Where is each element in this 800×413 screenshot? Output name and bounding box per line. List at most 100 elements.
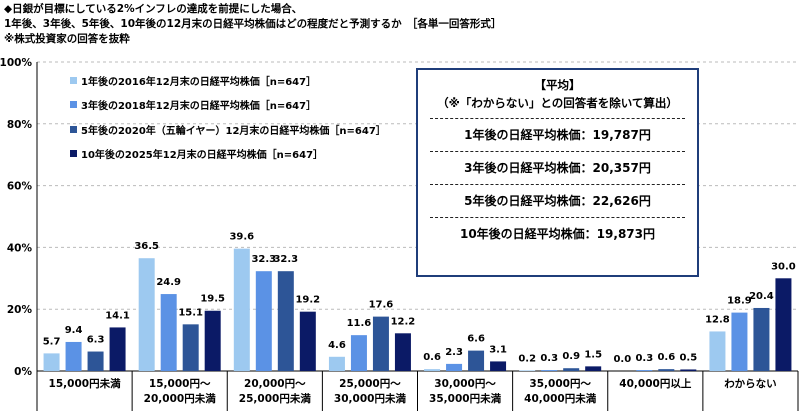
average-title: 【平均】 (534, 78, 581, 92)
average-row: 5年後の日経平均株価：22,626円 (464, 194, 651, 208)
legend-label: 10年後の2025年12月末の日経平均株価［n=647］ (81, 150, 324, 162)
header-line-2: 1年後、3年後、5年後、10年後の12月末の日経平均株価はどの程度だと予測するか… (4, 18, 502, 30)
data-label: 3.1 (489, 344, 507, 355)
bar (563, 368, 580, 371)
data-label: 0.9 (562, 351, 580, 362)
x-tick-label: 15,000円未満 (49, 377, 122, 390)
bar (709, 331, 726, 371)
bar (87, 351, 104, 371)
bar (753, 307, 770, 371)
bar (680, 369, 697, 371)
bar (138, 258, 155, 371)
data-label: 0.2 (518, 353, 536, 364)
legend-item: 10年後の2025年12月末の日経平均株価［n=647］ (70, 142, 386, 167)
bar (394, 333, 411, 371)
data-label: 32.3 (273, 254, 298, 265)
divider (430, 184, 685, 185)
x-tick-label: 25,000円～ (339, 378, 401, 390)
x-tick-label: 40,000円以上 (619, 377, 692, 390)
x-tick-label: 20,000円～ (244, 378, 306, 390)
bar (299, 311, 316, 371)
bar (636, 370, 653, 371)
bar (43, 353, 60, 371)
data-label: 5.7 (43, 336, 61, 347)
data-label: 6.3 (87, 335, 105, 346)
header-line-3: ※株式投資家の回答を抜粋 (4, 33, 130, 45)
bar (541, 370, 558, 371)
legend-item: 3年後の2018年12月末の日経平均株価［n=647］ (70, 93, 386, 118)
legend-swatch (70, 76, 77, 84)
legend-label: 5年後の2020年（五輪イヤー）12月末の日経平均株価［n=647］ (81, 125, 386, 137)
y-tick-label: 80% (7, 119, 33, 131)
x-tick-label: わからない (724, 378, 777, 390)
x-tick-label: 15,000円～ (149, 378, 211, 390)
x-tick-label: 20,000円未満 (144, 392, 217, 405)
bar (658, 369, 675, 371)
legend-swatch (70, 125, 77, 133)
data-label: 0.6 (423, 352, 441, 363)
data-label: 9.4 (65, 325, 83, 336)
data-label: 24.9 (156, 277, 181, 288)
data-label: 0.3 (635, 353, 653, 364)
average-subtitle: （※「わからない」との回答者を除いて算出） (437, 96, 678, 110)
data-label: 36.5 (134, 241, 159, 252)
x-tick-label: 35,000円未満 (429, 392, 502, 405)
data-label: 19.5 (200, 294, 225, 305)
data-label: 6.6 (467, 334, 485, 345)
bar (328, 356, 345, 371)
data-label: 39.6 (229, 232, 254, 243)
data-label: 12.8 (705, 314, 730, 325)
bar (490, 361, 507, 371)
data-label: 0.5 (679, 352, 697, 363)
bar (350, 335, 367, 371)
legend-label: 3年後の2018年12月末の日経平均株価［n=647］ (81, 101, 317, 113)
bar (182, 324, 199, 371)
bar (233, 248, 250, 371)
bar (468, 350, 485, 371)
data-label: 0.3 (540, 353, 558, 364)
bar (446, 363, 463, 371)
legend: 1年後の2016年12月末の日経平均株価［n=647］ 3年後の2018年12月… (70, 68, 386, 166)
average-row: 1年後の日経平均株価：19,787円 (464, 128, 651, 142)
legend-swatch (70, 150, 77, 158)
data-label: 12.2 (391, 316, 416, 327)
bar (204, 310, 221, 371)
bar (585, 366, 602, 371)
x-tick-label: 40,000円未満 (524, 392, 597, 405)
legend-item: 5年後の2020年（五輪イヤー）12月末の日経平均株価［n=647］ (70, 117, 386, 142)
bar (109, 327, 126, 371)
bar (424, 369, 441, 371)
bar (65, 341, 82, 371)
bar (775, 278, 792, 371)
data-label: 20.4 (749, 291, 774, 302)
legend-label: 1年後の2016年12月末の日経平均株価［n=647］ (81, 76, 317, 88)
data-label: 18.9 (727, 296, 752, 307)
data-label: 17.6 (369, 300, 394, 311)
divider (430, 151, 685, 152)
data-label: 30.0 (771, 261, 796, 272)
chart-header: ◆日銀が目標にしている2%インフレの達成を前提にした場合、 1年後、3年後、5年… (4, 2, 501, 47)
bar (372, 316, 389, 371)
divider (430, 217, 685, 218)
legend-item: 1年後の2016年12月末の日経平均株価［n=647］ (70, 68, 386, 93)
average-row: 3年後の日経平均株価：20,357円 (464, 161, 651, 175)
legend-swatch (70, 101, 77, 109)
y-tick-label: 40% (7, 242, 33, 254)
x-tick-label: 25,000円未満 (239, 392, 312, 405)
x-tick-label: 30,000円未満 (334, 392, 407, 405)
y-tick-label: 0% (14, 366, 32, 378)
data-label: 2.3 (445, 347, 463, 358)
y-tick-label: 100% (0, 57, 32, 69)
data-label: 0.0 (613, 354, 631, 365)
bar (255, 271, 272, 371)
average-summary-box: 【平均】 （※「わからない」との回答者を除いて算出） 1年後の日経平均株価：19… (416, 68, 699, 277)
bar (160, 294, 177, 371)
bar (731, 312, 748, 371)
data-label: 1.5 (584, 349, 602, 360)
data-label: 32.3 (251, 254, 276, 265)
data-label: 14.1 (105, 310, 130, 321)
data-label: 11.6 (347, 318, 372, 329)
data-label: 0.6 (657, 352, 675, 363)
header-line-1: ◆日銀が目標にしている2%インフレの達成を前提にした場合、 (4, 3, 303, 15)
